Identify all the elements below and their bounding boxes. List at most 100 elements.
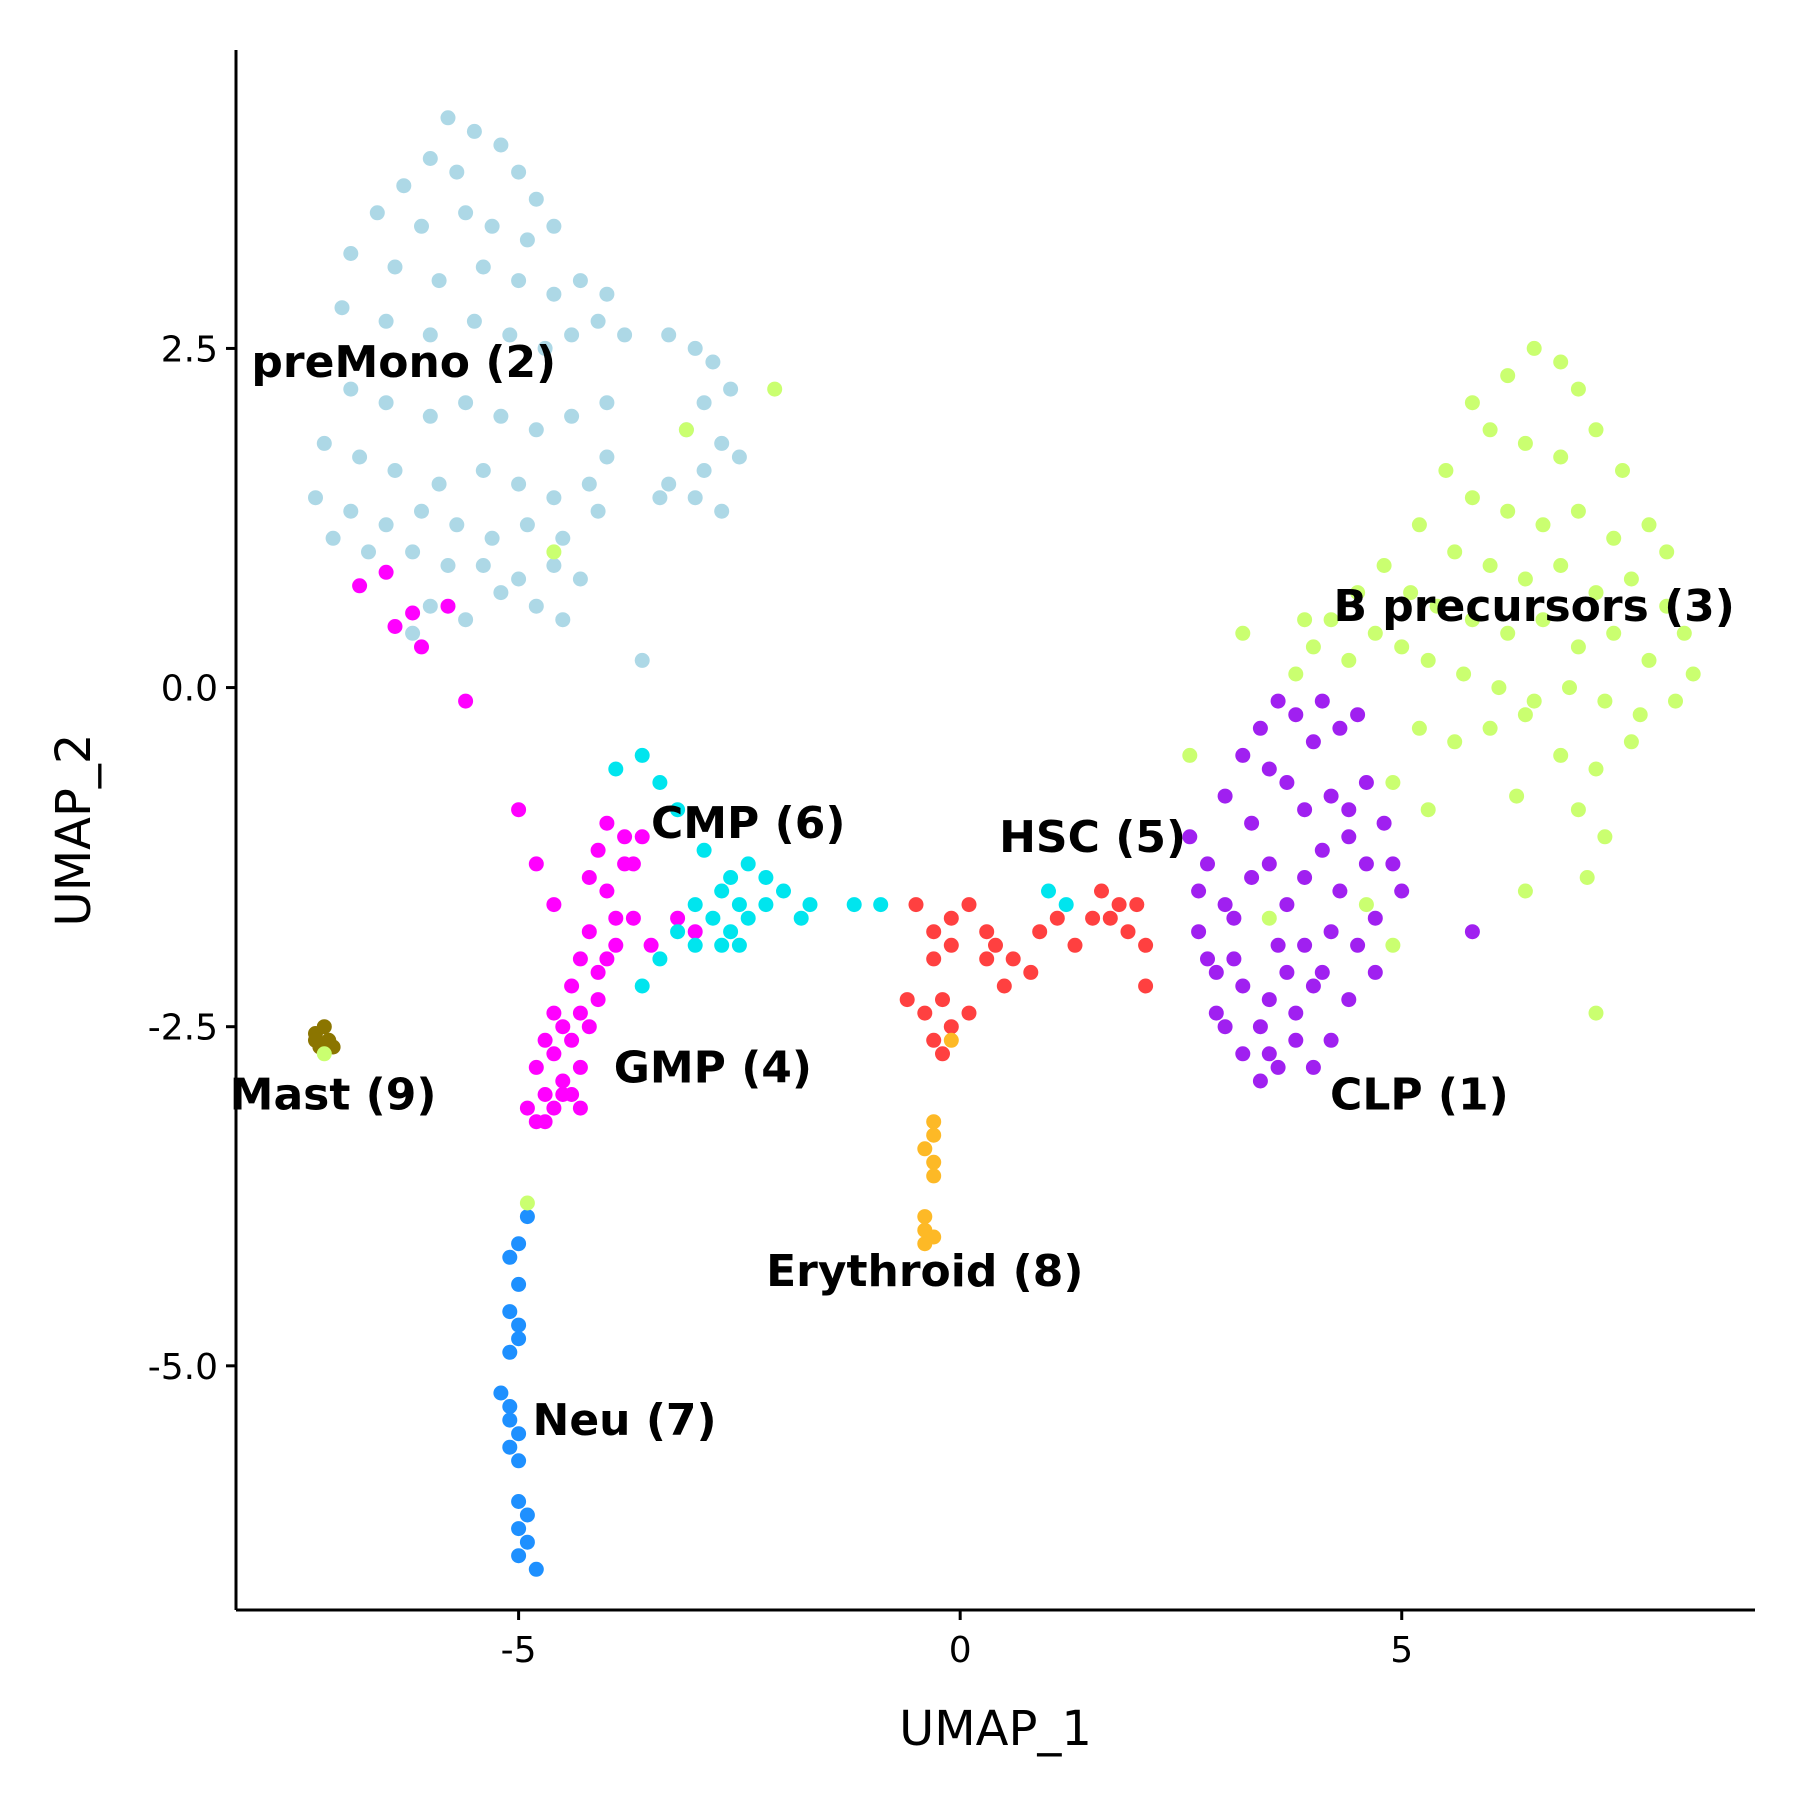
data-point-stray xyxy=(316,1046,332,1062)
y-tick-label: -2.5 xyxy=(148,1008,218,1049)
data-point-erythroid-8 xyxy=(917,1236,933,1252)
data-point-b-precursors-3 xyxy=(1509,788,1525,804)
data-point-premono-2 xyxy=(687,490,703,506)
data-point-clp-1 xyxy=(1394,883,1410,899)
data-point-b-precursors-3 xyxy=(1535,612,1551,628)
data-point-clp-1 xyxy=(1244,815,1260,831)
data-point-b-precursors-3 xyxy=(1491,680,1507,696)
data-point-premono-2 xyxy=(440,558,456,573)
data-point-premono-2 xyxy=(546,286,562,302)
data-point-clp-1 xyxy=(1252,1073,1268,1089)
data-point-clp-1 xyxy=(1358,856,1374,872)
data-point-premono-2 xyxy=(369,205,385,221)
data-point-clp-1 xyxy=(1358,775,1374,790)
data-point-stray xyxy=(678,422,694,438)
data-point-hsc-5 xyxy=(988,937,1003,953)
data-point-clp-1 xyxy=(1279,964,1295,980)
cluster-label-clp-1: CLP (1) xyxy=(1330,1070,1509,1121)
data-point-premono-2 xyxy=(546,558,562,573)
data-point-clp-1 xyxy=(1261,1046,1277,1062)
data-point-stray xyxy=(519,1195,535,1211)
data-point-premono-2 xyxy=(449,517,465,533)
data-point-erythroid-8 xyxy=(917,1141,933,1157)
data-point-cmp-6 xyxy=(740,856,756,872)
data-point-hsc-5 xyxy=(1005,951,1021,967)
data-point-b-precursors-3 xyxy=(1261,910,1277,926)
data-point-b-precursors-3 xyxy=(1517,883,1533,899)
data-point-premono-2 xyxy=(387,259,403,275)
data-point-gmp-4 xyxy=(590,842,606,858)
data-point-clp-1 xyxy=(1367,964,1383,980)
data-point-clp-1 xyxy=(1235,978,1251,994)
data-point-b-precursors-3 xyxy=(1456,666,1472,682)
data-point-premono-2 xyxy=(696,395,712,411)
data-point-premono-2 xyxy=(343,246,359,261)
data-point-b-precursors-3 xyxy=(1535,517,1551,533)
data-point-cmp-6 xyxy=(776,883,791,899)
data-point-b-precursors-3 xyxy=(1588,761,1604,777)
data-point-b-precursors-3 xyxy=(1579,870,1595,885)
data-point-b-precursors-3 xyxy=(1553,747,1569,763)
data-point-clp-1 xyxy=(1226,910,1242,926)
data-point-premono-2 xyxy=(714,435,730,451)
data-point-clp-1 xyxy=(1332,720,1348,736)
data-point-gmp-4 xyxy=(546,1046,562,1062)
data-point-b-precursors-3 xyxy=(1288,666,1304,682)
data-point-b-precursors-3 xyxy=(1464,490,1480,506)
data-point-premono-2 xyxy=(466,313,482,329)
cluster-label-premono-2: preMono (2) xyxy=(251,337,556,388)
data-point-premono-2 xyxy=(546,490,562,506)
data-point-hsc-5 xyxy=(1023,964,1039,980)
data-point-b-precursors-3 xyxy=(1676,625,1692,641)
data-point-b-precursors-3 xyxy=(1500,625,1516,641)
data-point-b-precursors-3 xyxy=(1385,775,1401,790)
cluster-label-gmp-4: GMP (4) xyxy=(614,1042,812,1093)
data-point-premono-2 xyxy=(546,218,562,234)
data-point-clp-1 xyxy=(1235,747,1251,763)
data-point-cmp-6 xyxy=(696,842,712,858)
data-point-premono-2 xyxy=(502,327,518,343)
data-point-hsc-5 xyxy=(961,1005,977,1021)
data-point-clp-1 xyxy=(1305,978,1321,994)
data-point-premono-2 xyxy=(325,530,341,546)
data-point-gmp-4 xyxy=(617,829,633,845)
data-point-premono-2 xyxy=(458,205,474,221)
data-point-neu-7 xyxy=(493,1385,509,1401)
data-point-b-precursors-3 xyxy=(1641,652,1657,668)
data-point-gmp-4 xyxy=(405,605,421,621)
data-point-cmp-6 xyxy=(670,924,686,940)
cluster-label-cmp-6: CMP (6) xyxy=(651,798,845,849)
data-point-gmp-4 xyxy=(387,619,403,634)
data-point-neu-7 xyxy=(511,1317,527,1333)
data-point-gmp-4 xyxy=(643,937,659,953)
data-point-neu-7 xyxy=(519,1534,535,1550)
data-point-neu-7 xyxy=(511,1521,527,1537)
y-tick-label: -5.0 xyxy=(148,1347,218,1388)
data-point-clp-1 xyxy=(1217,788,1233,804)
data-point-premono-2 xyxy=(422,598,438,614)
data-point-premono-2 xyxy=(431,476,447,492)
data-point-neu-7 xyxy=(511,1426,527,1442)
data-point-neu-7 xyxy=(511,1331,527,1347)
data-point-cmp-6 xyxy=(634,747,650,763)
data-point-b-precursors-3 xyxy=(1429,598,1445,614)
data-point-gmp-4 xyxy=(378,564,394,580)
data-point-cmp-6 xyxy=(723,870,739,885)
data-point-gmp-4 xyxy=(555,1073,571,1089)
data-point-clp-1 xyxy=(1350,707,1366,723)
data-point-gmp-4 xyxy=(572,1100,588,1116)
data-point-gmp-4 xyxy=(352,578,368,594)
data-point-neu-7 xyxy=(502,1412,518,1428)
data-point-premono-2 xyxy=(475,558,491,573)
data-point-premono-2 xyxy=(617,327,633,343)
data-point-gmp-4 xyxy=(564,1032,580,1048)
data-point-premono-2 xyxy=(661,476,677,492)
data-point-gmp-4 xyxy=(440,598,456,614)
data-point-cmp-6 xyxy=(846,897,862,913)
data-point-premono-2 xyxy=(511,164,527,180)
data-point-clp-1 xyxy=(1332,883,1348,899)
data-point-b-precursors-3 xyxy=(1606,530,1622,546)
data-point-stray xyxy=(546,544,562,560)
data-point-clp-1 xyxy=(1323,1032,1339,1048)
data-point-gmp-4 xyxy=(572,951,588,967)
